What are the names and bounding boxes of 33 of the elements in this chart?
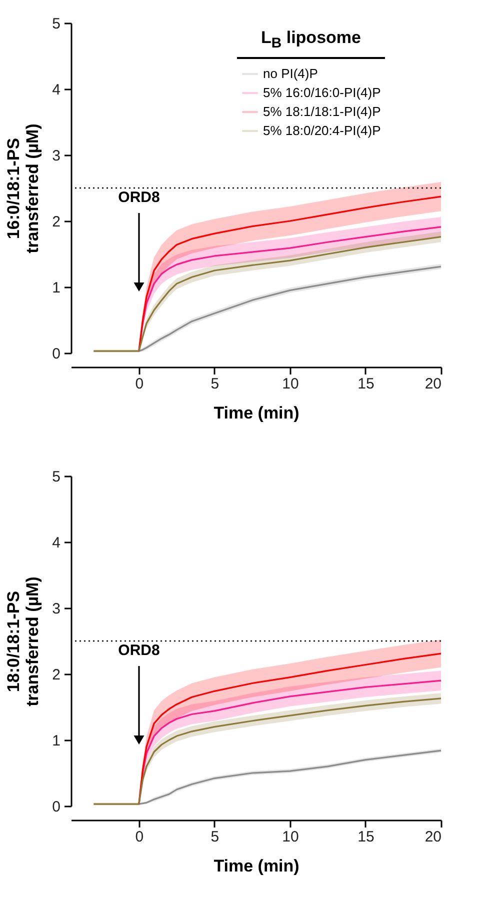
annotation: ORD8 — [118, 189, 160, 206]
y-axis-title: 16:0/18:1-PS transferred (µM) — [4, 124, 42, 254]
x-tick-label: 10 — [282, 376, 299, 392]
x-tick-label: 10 — [282, 828, 299, 846]
y-tick-label: 0 — [52, 798, 60, 816]
x-tick-label: 15 — [358, 376, 374, 392]
x-tick-label: 5 — [210, 376, 220, 392]
x-axis-title: Time (min) — [214, 856, 300, 876]
y-axis-title: 18:0/18:1-PS transferred (µM) — [4, 576, 42, 706]
legend-label: 5% 18:1/18:1-PI(4)P — [263, 104, 381, 119]
x-axis-title: Time (min) — [214, 404, 300, 422]
y-tick-label: 3 — [52, 148, 60, 164]
x-tick-label: 20 — [424, 376, 442, 392]
y-tick-label: 4 — [52, 82, 60, 98]
y-tick-label: 2 — [52, 666, 60, 684]
x-tick-label: 15 — [358, 828, 374, 846]
y-tick-label: 1 — [52, 280, 60, 296]
y-tick-label: 4 — [52, 534, 60, 552]
legend-title: L$_{B}$ liposome — [260, 28, 362, 53]
legend-label: 5% 18:0/20:4-PI(4)P — [263, 123, 381, 138]
x-tick-label: 0 — [135, 376, 144, 392]
annotation: ORD8 — [118, 642, 160, 659]
y-tick-label: 0 — [52, 346, 60, 362]
y-tick-label: 3 — [52, 600, 60, 618]
x-tick-label: 0 — [135, 828, 144, 846]
y-tick-label: 1 — [52, 732, 60, 750]
legend-label: no PI(4)P — [263, 66, 318, 81]
legend-label: 5% 16:0/16:0-PI(4)P — [263, 85, 381, 100]
x-tick-label: 20 — [424, 828, 442, 846]
y-tick-label: 5 — [52, 16, 60, 32]
x-tick-label: 5 — [210, 828, 220, 846]
y-tick-label: 2 — [52, 214, 60, 230]
y-tick-label: 5 — [52, 468, 60, 486]
